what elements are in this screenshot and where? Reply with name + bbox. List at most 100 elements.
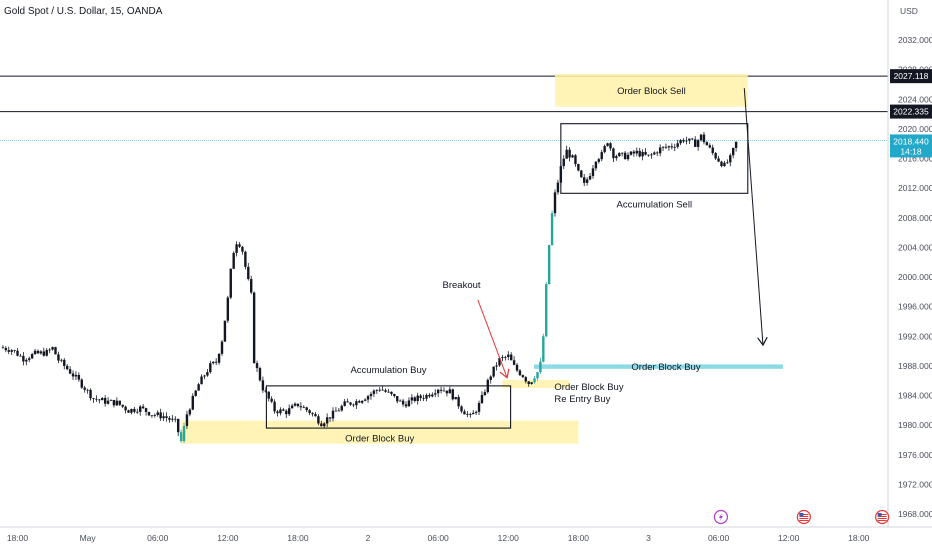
candle-body xyxy=(685,140,688,142)
candle-body xyxy=(694,139,697,147)
candle-body xyxy=(533,378,536,383)
candle-body xyxy=(483,392,487,395)
candle-body xyxy=(314,414,317,417)
candle-body xyxy=(489,376,492,380)
candle-body xyxy=(68,369,72,374)
candle-body xyxy=(203,375,206,377)
candle-body xyxy=(577,164,580,171)
candle-body xyxy=(428,394,431,397)
candle-body xyxy=(305,407,308,411)
candle-body xyxy=(144,408,148,412)
candle-body xyxy=(536,372,539,379)
candle-body xyxy=(232,252,235,269)
candle-body xyxy=(641,151,644,157)
y-tick-label: 1992.000 xyxy=(898,331,932,341)
candle-body xyxy=(600,152,603,160)
candle-body xyxy=(77,374,81,380)
candle-body xyxy=(247,266,250,280)
candle-body xyxy=(235,244,238,253)
candle-body xyxy=(328,417,332,419)
candle-body xyxy=(515,364,519,371)
candle-body xyxy=(86,389,89,391)
candle-body xyxy=(653,152,656,155)
x-tick-label: 06:00 xyxy=(147,533,169,543)
candle-body xyxy=(25,359,28,362)
current-price-tag xyxy=(890,134,932,158)
candle-body xyxy=(714,153,717,159)
candle-body xyxy=(431,394,434,397)
candle-body xyxy=(258,368,262,381)
price-tag-label: 2027.118 xyxy=(894,71,929,81)
order-block-buy-3-zone[interactable] xyxy=(533,364,783,369)
candle-body xyxy=(302,407,305,409)
order-block-buy-2-label: Order Block Buy xyxy=(554,382,623,393)
accumulation-buy-box[interactable] xyxy=(265,385,512,429)
us-flag-icon-stripe xyxy=(799,518,809,519)
sell-projection-arrow[interactable] xyxy=(743,88,763,345)
candle-body xyxy=(299,406,303,408)
candle-body xyxy=(112,399,116,406)
candle-body xyxy=(366,396,370,400)
candle-body xyxy=(518,370,522,376)
candle-body xyxy=(466,413,469,415)
candle-body xyxy=(74,374,78,377)
candle-body xyxy=(197,384,200,391)
candle-body xyxy=(521,375,525,378)
candle-body xyxy=(176,418,180,433)
candle-body xyxy=(261,380,265,391)
candle-body xyxy=(264,390,268,392)
candle-body xyxy=(404,404,408,407)
order-block-buy-1-zone[interactable] xyxy=(181,420,579,444)
candle-body xyxy=(670,146,674,148)
candle-body xyxy=(320,423,323,427)
candle-body xyxy=(460,406,463,412)
candle-body xyxy=(4,347,8,351)
candle-body xyxy=(162,416,165,419)
candle-body xyxy=(39,351,43,354)
candle-body xyxy=(372,390,376,394)
candle-body xyxy=(425,394,428,399)
candle-body xyxy=(626,154,630,160)
order-block-sell-zone[interactable] xyxy=(555,74,748,107)
candle-body xyxy=(346,401,349,403)
order-block-buy-1-label: Order Block Buy xyxy=(345,434,414,445)
candle-body xyxy=(279,409,282,414)
candle-body xyxy=(635,150,638,154)
candle-body xyxy=(384,390,387,392)
candle-body xyxy=(550,213,554,246)
candle-body xyxy=(393,393,396,397)
candle-body xyxy=(10,350,13,352)
candle-body xyxy=(141,406,145,409)
candle-body xyxy=(223,320,227,342)
candle-body xyxy=(89,389,92,399)
breakout-arrow[interactable] xyxy=(477,299,507,378)
candle-body xyxy=(588,176,592,180)
candle-body xyxy=(323,423,326,427)
candle-body xyxy=(214,361,218,363)
candle-body xyxy=(512,360,516,365)
candle-body xyxy=(317,416,320,424)
candle-body xyxy=(308,410,311,414)
candle-body xyxy=(565,149,568,159)
candle-body xyxy=(118,400,121,405)
candle-body xyxy=(656,152,659,154)
candle-body xyxy=(33,350,37,354)
candle-body xyxy=(65,365,69,370)
candle-body xyxy=(436,389,440,394)
candle-body xyxy=(434,393,437,395)
candle-body xyxy=(238,244,241,247)
candle-body xyxy=(159,412,162,419)
candle-body xyxy=(106,400,110,404)
accumulation-sell-box[interactable] xyxy=(560,123,749,194)
candle-body xyxy=(343,401,346,406)
candle-body xyxy=(109,399,113,401)
candle-body xyxy=(679,140,682,144)
candle-body xyxy=(580,170,583,178)
order-block-buy-2-zone[interactable] xyxy=(502,379,570,389)
candle-body xyxy=(22,355,25,362)
x-tick-label: 18:00 xyxy=(848,533,870,543)
candle-body xyxy=(457,396,460,407)
candle-body xyxy=(676,143,679,147)
